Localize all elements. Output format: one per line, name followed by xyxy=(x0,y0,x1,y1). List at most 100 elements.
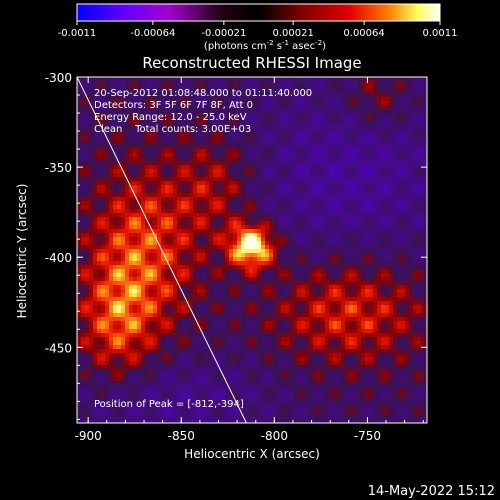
heatmap-cell xyxy=(261,185,265,189)
heatmap-cell xyxy=(333,185,337,189)
heatmap-cell xyxy=(165,145,169,149)
heatmap-cell xyxy=(253,97,257,101)
heatmap-cell xyxy=(301,237,305,241)
heatmap-cell xyxy=(173,245,177,249)
heatmap-cell xyxy=(241,269,245,273)
heatmap-cell xyxy=(229,153,233,157)
heatmap-cell xyxy=(181,117,185,121)
heatmap-cell xyxy=(221,261,225,265)
heatmap-cell xyxy=(245,173,249,177)
heatmap-cell xyxy=(169,181,173,185)
heatmap-cell xyxy=(301,149,305,153)
heatmap-cell xyxy=(313,161,317,165)
heatmap-cell xyxy=(237,125,241,129)
heatmap-cell xyxy=(101,181,105,185)
heatmap-cell xyxy=(85,281,89,285)
heatmap-cell xyxy=(153,225,157,229)
heatmap-cell xyxy=(249,165,253,169)
heatmap-cell xyxy=(205,173,209,177)
heatmap-cell xyxy=(121,129,125,133)
heatmap-cell xyxy=(141,97,145,101)
heatmap-cell xyxy=(381,109,385,113)
heatmap-cell xyxy=(369,193,373,197)
heatmap-cell xyxy=(397,293,401,297)
heatmap-cell xyxy=(85,169,89,173)
heatmap-cell xyxy=(197,261,201,265)
heatmap-cell xyxy=(417,101,421,105)
heatmap-cell xyxy=(189,225,193,229)
heatmap-cell xyxy=(369,209,373,213)
heatmap-cell xyxy=(397,289,401,293)
heatmap-cell xyxy=(185,125,189,129)
heatmap-cell xyxy=(265,89,269,93)
heatmap-cell xyxy=(261,177,265,181)
heatmap-cell xyxy=(181,273,185,277)
heatmap-cell xyxy=(93,89,97,93)
heatmap-cell xyxy=(153,121,157,125)
heatmap-cell xyxy=(333,249,337,253)
heatmap-cell xyxy=(77,177,81,181)
heatmap-cell xyxy=(117,213,121,217)
heatmap-cell xyxy=(221,285,225,289)
heatmap-cell xyxy=(213,105,217,109)
heatmap-cell xyxy=(317,125,321,129)
heatmap-cell xyxy=(205,149,209,153)
heatmap-cell xyxy=(89,221,93,225)
colorbar-tick-label: -0.0011 xyxy=(58,28,97,39)
heatmap-cell xyxy=(181,293,185,297)
heatmap-cell xyxy=(241,209,245,213)
heatmap-cell xyxy=(393,81,397,85)
heatmap-cell xyxy=(301,193,305,197)
heatmap-cell xyxy=(349,269,353,273)
heatmap-cell xyxy=(93,233,97,237)
heatmap-cell xyxy=(153,289,157,293)
heatmap-cell xyxy=(301,125,305,129)
heatmap-cell xyxy=(185,169,189,173)
heatmap-cell xyxy=(233,289,237,293)
heatmap-cell xyxy=(141,213,145,217)
heatmap-cell xyxy=(121,209,125,213)
heatmap-cell xyxy=(385,245,389,249)
heatmap-cell xyxy=(289,265,293,269)
heatmap-cell xyxy=(217,165,221,169)
heatmap-cell xyxy=(405,113,409,117)
heatmap-cell xyxy=(249,109,253,113)
heatmap-cell xyxy=(105,129,109,133)
heatmap-cell xyxy=(225,125,229,129)
heatmap-cell xyxy=(89,213,93,217)
heatmap-cell xyxy=(357,269,361,273)
heatmap-cell xyxy=(137,245,141,249)
heatmap-cell xyxy=(133,245,137,249)
heatmap-cell xyxy=(213,157,217,161)
heatmap-cell xyxy=(145,141,149,145)
heatmap-cell xyxy=(385,249,389,253)
heatmap-cell xyxy=(269,205,273,209)
heatmap-cell xyxy=(289,213,293,217)
heatmap-cell xyxy=(201,281,205,285)
heatmap-cell xyxy=(117,169,121,173)
heatmap-cell xyxy=(173,105,177,109)
heatmap-cell xyxy=(181,265,185,269)
heatmap-cell xyxy=(293,165,297,169)
heatmap-cell xyxy=(117,141,121,145)
heatmap-cell xyxy=(249,161,253,165)
heatmap-cell xyxy=(281,201,285,205)
heatmap-cell xyxy=(341,257,345,261)
heatmap-cell xyxy=(317,277,321,281)
heatmap-cell xyxy=(241,141,245,145)
heatmap-cell xyxy=(405,169,409,173)
heatmap-cell xyxy=(245,225,249,229)
heatmap-cell xyxy=(257,89,261,93)
heatmap-cell xyxy=(217,137,221,141)
heatmap-cell xyxy=(317,233,321,237)
heatmap-cell xyxy=(309,81,313,85)
heatmap-cell xyxy=(409,289,413,293)
heatmap-cell xyxy=(153,105,157,109)
heatmap-cell xyxy=(137,177,141,181)
heatmap-cell xyxy=(257,273,261,277)
heatmap-cell xyxy=(413,229,417,233)
heatmap-cell xyxy=(165,209,169,213)
heatmap-cell xyxy=(81,229,85,233)
heatmap-cell xyxy=(205,153,209,157)
heatmap-cell xyxy=(141,133,145,137)
